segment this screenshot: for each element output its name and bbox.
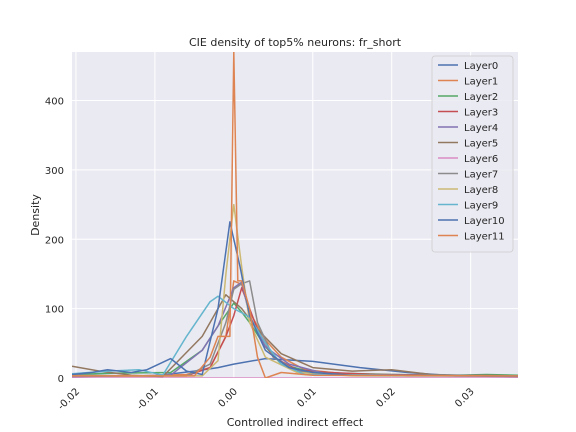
series-line-layer9: [72, 295, 518, 377]
y-tick-label: 200: [45, 235, 64, 246]
legend-label: Layer0: [464, 61, 498, 72]
legend-label: Layer11: [464, 232, 505, 243]
legend-label: Layer10: [464, 216, 505, 227]
legend-label: Layer2: [464, 92, 498, 103]
legend-label: Layer4: [464, 123, 498, 134]
legend: Layer0 Layer1 Layer2 Layer3 Layer4 Layer5 Laye…: [431, 55, 514, 253]
legend-label: Layer7: [464, 170, 498, 181]
y-tick-label: 100: [45, 305, 64, 316]
legend-label: Layer1: [464, 77, 498, 88]
x-axis-label: Controlled indirect effect: [227, 416, 364, 429]
y-tick-label: 400: [45, 97, 64, 108]
legend-label: Layer9: [464, 201, 498, 212]
y-tick-label: 300: [45, 166, 64, 177]
series-line-layer10: [72, 221, 518, 377]
y-tick-label: 0: [58, 374, 64, 385]
series-line-layer11: [72, 52, 518, 378]
legend-label: Layer6: [464, 154, 498, 165]
series-lines: [72, 52, 518, 378]
legend-label: Layer8: [464, 185, 498, 196]
y-axis-label: Density: [29, 194, 42, 236]
legend-box: [431, 55, 514, 253]
legend-label: Layer5: [464, 139, 498, 150]
legend-label: Layer3: [464, 108, 498, 119]
chart-title: CIE density of top5% neurons: fr_short: [189, 36, 402, 49]
